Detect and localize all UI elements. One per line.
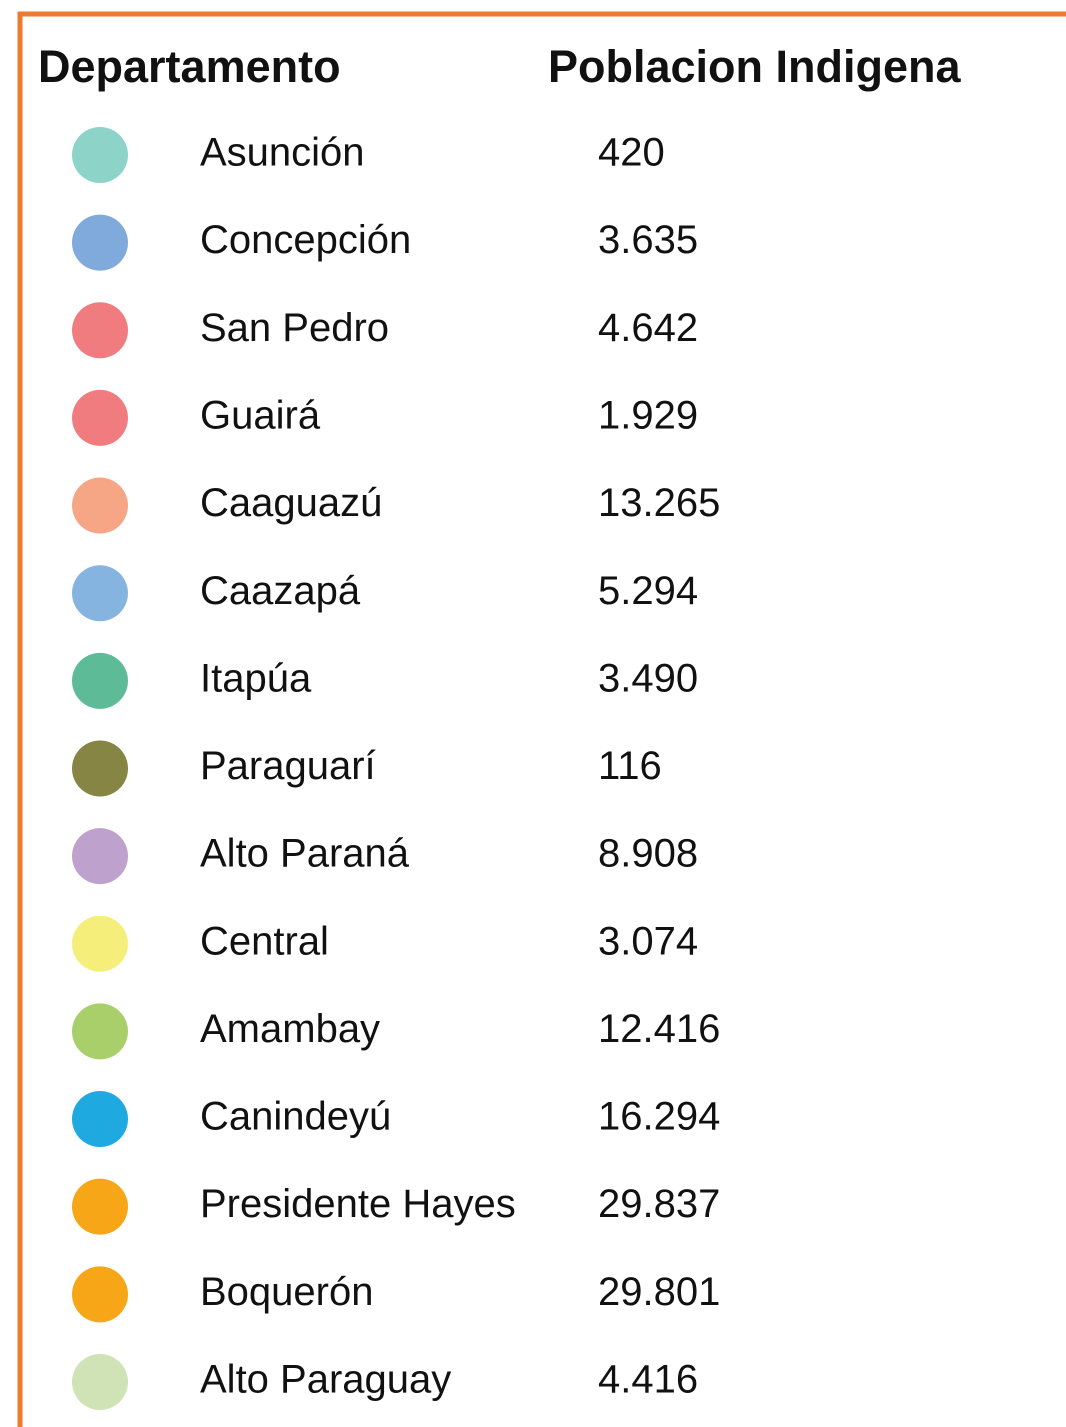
population-value: 4.416 xyxy=(598,1358,698,1402)
population-value: 13.265 xyxy=(598,481,720,525)
department-name: Presidente Hayes xyxy=(200,1182,516,1226)
population-value: 29.801 xyxy=(598,1270,720,1314)
department-name: Alto Paraná xyxy=(200,832,410,876)
color-dot xyxy=(72,1091,128,1148)
color-dot xyxy=(72,389,128,446)
population-value: 8.908 xyxy=(598,832,698,876)
color-dot xyxy=(72,1353,128,1410)
department-name: Concepción xyxy=(200,218,411,262)
color-dot xyxy=(72,565,128,622)
population-value: 1.929 xyxy=(598,393,698,437)
department-name: Guairá xyxy=(200,393,321,437)
color-dot xyxy=(72,828,128,885)
population-value: 5.294 xyxy=(598,569,698,613)
color-dot xyxy=(72,1266,128,1323)
color-dot xyxy=(72,1178,128,1235)
department-name: San Pedro xyxy=(200,306,389,350)
color-dot xyxy=(72,1003,128,1060)
population-value: 3.074 xyxy=(598,919,698,963)
color-dot xyxy=(72,477,128,534)
color-dot xyxy=(72,214,128,271)
color-dot xyxy=(72,652,128,709)
population-value: 4.642 xyxy=(598,306,698,350)
department-name: Itapúa xyxy=(200,656,312,700)
department-name: Boquerón xyxy=(200,1270,373,1314)
department-name: Caaguazú xyxy=(200,481,382,525)
department-name: Canindeyú xyxy=(200,1095,391,1139)
header-department: Departamento xyxy=(38,41,341,92)
department-name: Paraguarí xyxy=(200,744,376,788)
header-population: Poblacion Indigena xyxy=(548,41,962,92)
population-value: 3.635 xyxy=(598,218,698,262)
department-name: Asunción xyxy=(200,131,365,175)
department-name: Amambay xyxy=(200,1007,380,1051)
color-dot xyxy=(72,740,128,797)
department-name: Central xyxy=(200,919,329,963)
population-value: 3.490 xyxy=(598,656,698,700)
population-value: 12.416 xyxy=(598,1007,720,1051)
color-dot xyxy=(72,915,128,972)
population-value: 116 xyxy=(598,744,662,788)
population-value: 420 xyxy=(598,131,665,175)
color-dot xyxy=(72,302,128,359)
department-name: Caazapá xyxy=(200,569,361,613)
population-value: 16.294 xyxy=(598,1095,720,1139)
population-value: 29.837 xyxy=(598,1182,720,1226)
color-dot xyxy=(72,127,128,183)
department-name: Alto Paraguay xyxy=(200,1358,451,1402)
